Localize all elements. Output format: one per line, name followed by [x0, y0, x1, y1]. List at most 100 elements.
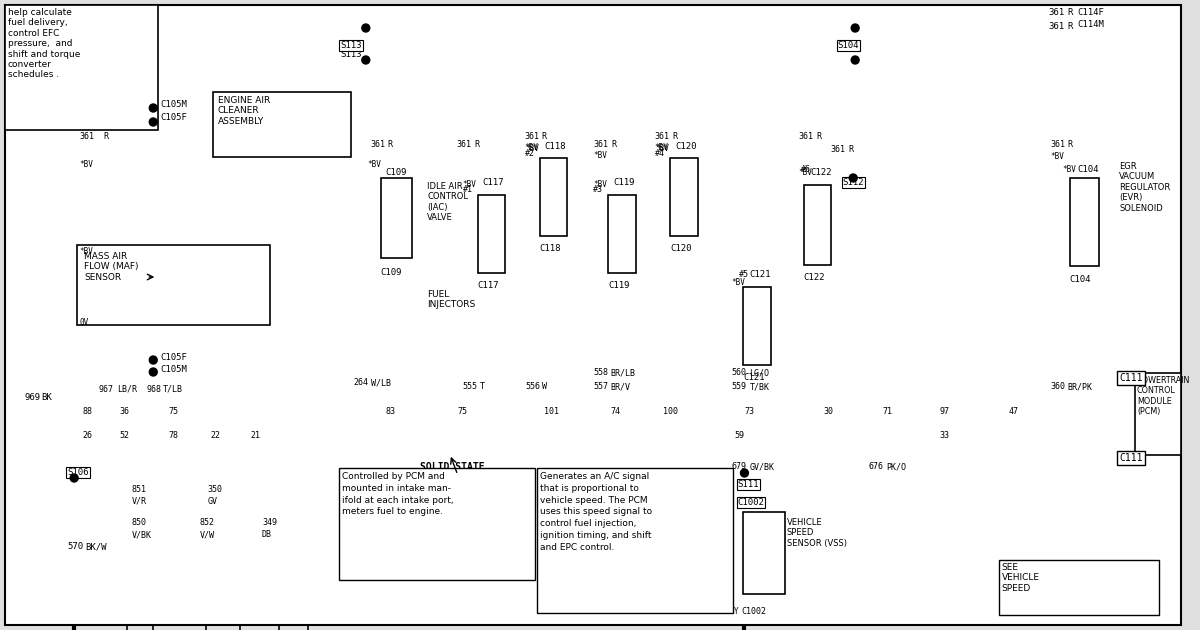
Text: Y: Y: [733, 607, 738, 616]
Text: IDLE AIR
CONTROL
(IAC)
VALVE: IDLE AIR CONTROL (IAC) VALVE: [427, 182, 468, 222]
Text: R: R: [672, 132, 677, 141]
Text: 78: 78: [168, 430, 178, 440]
Text: C120: C120: [676, 142, 697, 151]
Text: 361: 361: [79, 132, 94, 141]
Text: *BV: *BV: [593, 180, 607, 189]
Text: *BV: *BV: [79, 247, 92, 256]
Text: 557: 557: [593, 382, 608, 391]
Text: *BV: *BV: [524, 144, 539, 153]
Text: *BV: *BV: [1063, 165, 1076, 174]
Text: ENGINE AIR
CLEANER
ASSEMBLY: ENGINE AIR CLEANER ASSEMBLY: [217, 96, 270, 126]
Bar: [998, 560, 1159, 615]
Text: EGR
VACUUM
REGULATOR
(EVR)
SOLENOID: EGR VACUUM REGULATOR (EVR) SOLENOID: [1120, 162, 1170, 212]
Text: C121: C121: [749, 270, 770, 279]
Text: Controlled by PCM and
mounted in intake man-
ifold at each intake port,
meters f: Controlled by PCM and mounted in intake …: [342, 472, 454, 517]
Bar: [5, 5, 158, 130]
Text: VEHICLE
SPEED
SENSOR (VSS): VEHICLE SPEED SENSOR (VSS): [787, 518, 847, 548]
Text: 22: 22: [210, 430, 221, 440]
Text: T/LB: T/LB: [163, 385, 184, 394]
Text: BK: BK: [42, 393, 53, 402]
Text: R: R: [1068, 8, 1073, 17]
Text: C119: C119: [613, 178, 635, 187]
Text: 349: 349: [262, 518, 277, 527]
Text: 73: 73: [744, 408, 755, 416]
Text: C114F: C114F: [1078, 8, 1104, 17]
Text: DB: DB: [262, 530, 272, 539]
Text: 570: 570: [67, 542, 83, 551]
Text: GV/BK: GV/BK: [749, 462, 774, 471]
Text: 850: 850: [132, 518, 146, 527]
Text: 361: 361: [830, 145, 846, 154]
Text: R: R: [611, 140, 616, 149]
Text: 361: 361: [654, 132, 670, 141]
Text: 967: 967: [98, 385, 114, 394]
Text: Generates an A/C signal
that is proportional to
vehicle speed. The PCM
uses this: Generates an A/C signal that is proporti…: [540, 472, 652, 552]
Bar: [744, 287, 772, 365]
Text: *BV: *BV: [799, 168, 812, 177]
Bar: [1135, 373, 1182, 455]
Text: 560: 560: [732, 368, 746, 377]
Text: 101: 101: [544, 408, 559, 416]
Text: *BV: *BV: [654, 143, 668, 152]
Text: S113: S113: [341, 50, 361, 59]
Text: C118: C118: [540, 244, 562, 253]
Text: 679: 679: [732, 462, 746, 471]
Text: R: R: [474, 140, 480, 149]
Text: C105F: C105F: [160, 113, 187, 122]
Circle shape: [851, 56, 859, 64]
Text: 360: 360: [1050, 382, 1064, 391]
Circle shape: [149, 356, 157, 364]
Text: 0V: 0V: [79, 318, 89, 327]
Text: SEE
VEHICLE
SPEED: SEE VEHICLE SPEED: [1002, 563, 1039, 593]
Text: 100: 100: [662, 408, 678, 416]
Text: *BV: *BV: [79, 160, 92, 169]
Text: C109: C109: [380, 268, 402, 277]
Text: 264: 264: [354, 378, 368, 387]
Text: #1: #1: [463, 185, 473, 194]
Text: MASS AIR
FLOW (MAF)
SENSOR: MASS AIR FLOW (MAF) SENSOR: [84, 252, 138, 282]
Text: 350: 350: [208, 485, 223, 494]
Text: W/LB: W/LB: [371, 378, 391, 387]
Bar: [77, 245, 270, 325]
Text: R: R: [1068, 140, 1073, 149]
Text: 852: 852: [199, 518, 215, 527]
Text: 361: 361: [371, 140, 385, 149]
Bar: [478, 195, 505, 273]
Text: S104: S104: [838, 41, 859, 50]
Bar: [744, 512, 785, 594]
Text: W: W: [541, 382, 547, 391]
Text: BR/PK: BR/PK: [1068, 382, 1093, 391]
Text: LB/R: LB/R: [116, 385, 137, 394]
Text: R: R: [817, 132, 822, 141]
Text: SOLID STATE: SOLID STATE: [420, 462, 485, 472]
Text: C122: C122: [804, 273, 826, 282]
Text: BR/V: BR/V: [610, 382, 630, 391]
Circle shape: [149, 368, 157, 376]
Text: 361: 361: [457, 140, 472, 149]
Text: C114M: C114M: [1078, 20, 1104, 29]
Text: C105M: C105M: [160, 100, 187, 109]
Bar: [340, 468, 535, 580]
Bar: [212, 92, 350, 157]
Bar: [540, 158, 568, 236]
Bar: [380, 178, 413, 258]
Text: T: T: [480, 382, 485, 391]
Text: T/BK: T/BK: [749, 382, 769, 391]
Text: help calculate
fuel delivery,
control EFC
pressure,  and
shift and torque
conver: help calculate fuel delivery, control EF…: [8, 8, 80, 79]
Text: C118: C118: [545, 142, 566, 151]
Text: PK/O: PK/O: [886, 462, 906, 471]
Text: 74: 74: [611, 408, 620, 416]
Circle shape: [850, 174, 857, 182]
Text: S112: S112: [842, 178, 864, 187]
Text: 88: 88: [82, 408, 92, 416]
Bar: [608, 195, 636, 273]
Text: 361: 361: [1048, 22, 1064, 31]
Text: *BV: *BV: [655, 144, 670, 153]
Text: 59: 59: [734, 430, 744, 440]
Text: C111: C111: [1120, 373, 1142, 383]
Circle shape: [362, 56, 370, 64]
Text: 75: 75: [168, 408, 178, 416]
Text: *BV: *BV: [732, 278, 745, 287]
Text: #5: #5: [739, 270, 749, 279]
Text: 33: 33: [940, 430, 949, 440]
